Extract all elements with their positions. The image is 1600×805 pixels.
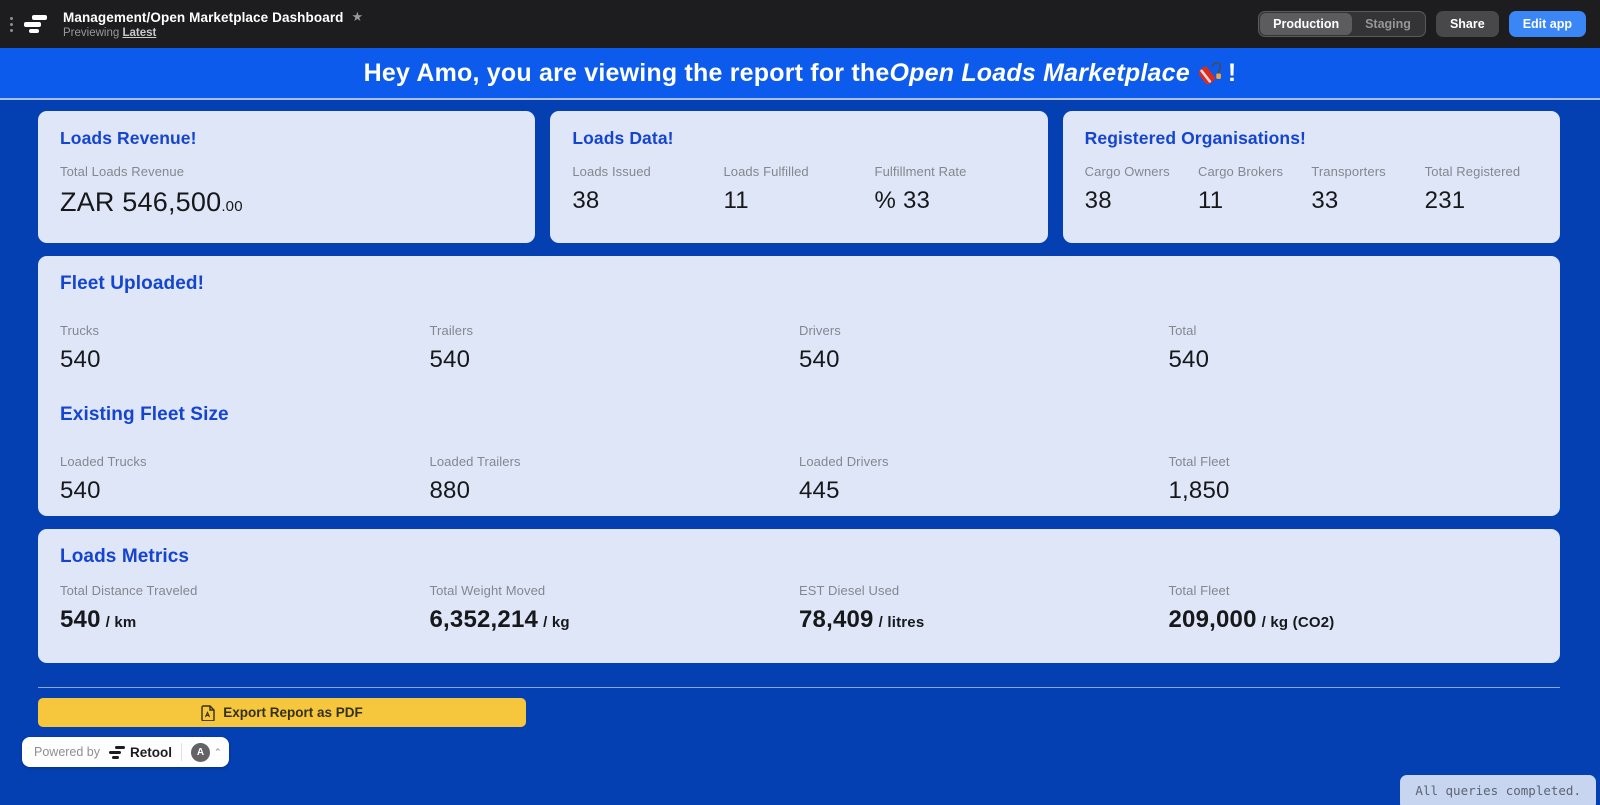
stat-trucks: Trucks 540 (60, 323, 101, 373)
drag-handle-dots-icon[interactable] (8, 13, 15, 36)
avatar: A (191, 742, 211, 762)
account-menu[interactable]: A ⌃ (191, 742, 222, 762)
firecracker-emoji-icon (1198, 60, 1224, 86)
share-button[interactable]: Share (1435, 11, 1499, 37)
greeting-prefix: Hey Amo, you are viewing the report for … (363, 58, 890, 87)
stat-total-loads-revenue: Total Loads Revenue ZAR 546,500.00 (60, 164, 243, 217)
dashboard-canvas: Loads Revenue! Total Loads Revenue ZAR 5… (0, 100, 1600, 727)
env-production-segment[interactable]: Production (1260, 13, 1353, 35)
greeting-suffix: ! (1227, 58, 1237, 87)
registered-orgs-card: Registered Organisations! Cargo Owners 3… (1062, 111, 1560, 243)
unit-km: / km (105, 614, 137, 631)
greeting-emphasis: Open Loads Marketplace (889, 58, 1190, 87)
edit-app-button[interactable]: Edit app (1508, 11, 1586, 37)
stat-cargo-owners: Cargo Owners 38 (1084, 164, 1170, 214)
stat-drivers: Drivers 540 (799, 323, 841, 373)
previewing-label: Previewing (63, 27, 120, 39)
existing-fleet-title: Existing Fleet Size (60, 404, 229, 425)
loads-revenue-title: Loads Revenue! (60, 128, 197, 148)
greeting-text: Hey Amo, you are viewing the report for … (364, 59, 1237, 88)
stat-loads-issued: Loads Issued 38 (572, 164, 651, 214)
previewing-latest-link[interactable]: Latest (122, 27, 157, 39)
registered-orgs-title: Registered Organisations! (1084, 128, 1306, 148)
stat-loaded-trucks: Loaded Trucks 540 (60, 454, 147, 504)
stat-total-weight: Total Weight Moved 6,352,214/ kg (429, 583, 570, 633)
stat-total-uploaded: Total 540 (1168, 323, 1210, 373)
revenue-decimals: .00 (221, 198, 243, 215)
fleet-card: Fleet Uploaded! Trucks 540 Trailers 540 … (38, 256, 1560, 516)
stat-transporters: Transporters 33 (1311, 164, 1386, 214)
retool-brand-name: Retool (130, 744, 173, 760)
powered-by-retool-badge[interactable]: Powered by Retool A ⌃ (22, 737, 229, 767)
greeting-banner: Hey Amo, you are viewing the report for … (0, 48, 1600, 100)
stat-total-distance: Total Distance Traveled 540/ km (60, 583, 198, 633)
export-pdf-icon (201, 704, 215, 721)
section-divider (38, 687, 1560, 688)
queries-status-toast: All queries completed. (1400, 775, 1596, 805)
export-pdf-label: Export Report as PDF (223, 705, 363, 720)
loads-data-card: Loads Data! Loads Issued 38 Loads Fulfil… (550, 111, 1048, 243)
stat-loads-fulfilled: Loads Fulfilled 11 (723, 164, 809, 214)
stat-cargo-brokers: Cargo Brokers 11 (1197, 164, 1284, 214)
export-pdf-button[interactable]: Export Report as PDF (38, 698, 526, 727)
favorite-star-icon[interactable]: ★ (351, 9, 364, 24)
env-staging-segment[interactable]: Staging (1365, 17, 1411, 31)
chevron-up-icon: ⌃ (214, 746, 222, 757)
loads-revenue-card: Loads Revenue! Total Loads Revenue ZAR 5… (38, 111, 536, 243)
powered-by-label: Powered by (34, 745, 101, 759)
stat-co2: Total Fleet 209,000/ kg (CO2) (1168, 583, 1335, 633)
pill-divider (181, 743, 183, 761)
retool-footer-logo-icon (109, 745, 126, 759)
stat-loaded-trailers: Loaded Trailers 880 (429, 454, 521, 504)
loads-metrics-title: Loads Metrics (60, 546, 190, 567)
revenue-value: ZAR 546,500 (60, 187, 222, 217)
stat-loaded-drivers: Loaded Drivers 445 (799, 454, 889, 504)
loads-metrics-card: Loads Metrics Total Distance Traveled 54… (38, 529, 1560, 663)
unit-litres: / litres (878, 614, 925, 631)
retool-logo-icon (24, 15, 48, 33)
fleet-uploaded-title: Fleet Uploaded! (60, 273, 205, 294)
stat-trailers: Trailers 540 (429, 323, 474, 373)
stat-fulfillment-rate: Fulfillment Rate % 33 (874, 164, 967, 214)
stat-total-fleet: Total Fleet 1,850 (1168, 454, 1230, 504)
stat-total-registered: Total Registered 231 (1424, 164, 1521, 214)
loads-data-title: Loads Data! (572, 128, 674, 148)
unit-kg-co2: / kg (CO2) (1261, 614, 1335, 631)
environment-toggle: Production Staging (1258, 11, 1426, 37)
page-title: Management/Open Marketplace Dashboard (63, 9, 344, 25)
topbar: Management/Open Marketplace Dashboard ★ … (0, 0, 1600, 48)
stat-diesel-used: EST Diesel Used 78,409/ litres (799, 583, 925, 633)
previewing-status: Previewing Latest (63, 27, 363, 39)
unit-kg: / kg (543, 614, 570, 631)
